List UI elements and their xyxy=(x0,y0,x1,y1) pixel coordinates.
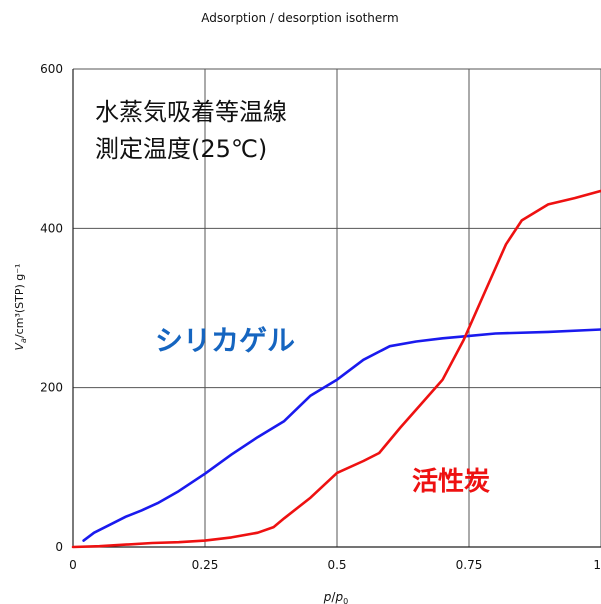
x-axis-label-p: p xyxy=(323,590,332,604)
y-axis-label: Va/cm³(STP) g⁻¹ xyxy=(13,264,28,351)
grid xyxy=(73,68,601,547)
y-tick-label: 200 xyxy=(40,381,63,395)
x-axis-label-p0: p xyxy=(334,590,343,604)
x-tick-label: 1 xyxy=(593,558,601,572)
x-tick-label: 0.25 xyxy=(192,558,219,572)
annotation-line-2: 測定温度(25℃) xyxy=(95,135,267,163)
annotation-line-1: 水蒸気吸着等温線 xyxy=(95,98,287,126)
series-lines xyxy=(71,189,601,549)
tick-labels: 0 0.25 0.5 0.75 1 0 200 400 600 xyxy=(40,62,601,572)
x-axis-label-sep: / xyxy=(331,590,336,604)
y-tick-label: 0 xyxy=(55,540,63,554)
x-axis-label-sub: 0 xyxy=(343,597,348,604)
series-line-0 xyxy=(82,328,601,542)
x-tick-label: 0 xyxy=(69,558,77,572)
x-axis-label: p/p0 xyxy=(323,590,348,604)
series-line-1 xyxy=(71,189,601,549)
y-axis-label-v: V xyxy=(13,341,26,350)
axes xyxy=(72,69,601,548)
series-label-silica-gel: シリカゲル xyxy=(155,324,295,357)
y-tick-label: 600 xyxy=(40,62,63,76)
x-tick-label: 0.75 xyxy=(456,558,483,572)
x-tick-label: 0.5 xyxy=(327,558,346,572)
chart-title: Adsorption / desorption isotherm xyxy=(201,11,398,25)
y-tick-label: 400 xyxy=(40,221,63,235)
y-axis-label-a: a xyxy=(19,338,28,343)
y-axis-label-unit: /cm³(STP) g⁻¹ xyxy=(13,264,26,339)
series-label-activated-carbon: 活性炭 xyxy=(412,467,490,497)
